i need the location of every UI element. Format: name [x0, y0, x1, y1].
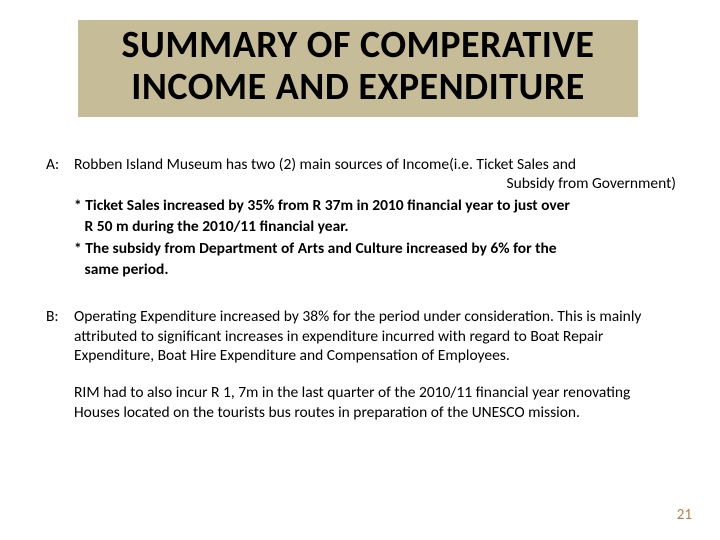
section-b-para-2: RIM had to also incur R 1, 7m in the las…: [74, 383, 676, 422]
bullet-1-line-1: * Ticket Sales increased by 35% from R 3…: [74, 196, 676, 215]
bullet-1-line-2: R 50 m during the 2010/11 financial year…: [74, 217, 676, 236]
section-b-para-1: Operating Expenditure increased by 38% f…: [74, 307, 676, 365]
section-b-label: B:: [46, 307, 74, 440]
section-b: B: Operating Expenditure increased by 38…: [46, 307, 676, 440]
intro-line-2: Subsidy from Government): [74, 174, 676, 193]
page-number: 21: [677, 506, 692, 524]
intro-line-1: Robben Island Museum has two (2) main so…: [74, 155, 576, 174]
section-a-content: Robben Island Museum has two (2) main so…: [74, 155, 676, 281]
slide: SUMMARY OF COMPERATIVE INCOME AND EXPEND…: [0, 0, 720, 540]
section-a-bullets: * Ticket Sales increased by 35% from R 3…: [74, 196, 676, 280]
section-b-content: Operating Expenditure increased by 38% f…: [74, 307, 676, 440]
title-box: SUMMARY OF COMPERATIVE INCOME AND EXPEND…: [78, 20, 638, 117]
title-line-2: INCOME AND EXPENDITURE: [131, 64, 585, 110]
section-a-intro: Robben Island Museum has two (2) main so…: [74, 155, 676, 194]
slide-title: SUMMARY OF COMPERATIVE INCOME AND EXPEND…: [88, 25, 628, 109]
body-text: A: Robben Island Museum has two (2) main…: [46, 155, 676, 466]
section-a-label: A:: [46, 155, 74, 281]
bullet-2-line-1: * The subsidy from Department of Arts an…: [74, 239, 676, 258]
section-a: A: Robben Island Museum has two (2) main…: [46, 155, 676, 281]
title-line-1: SUMMARY OF COMPERATIVE: [122, 22, 595, 68]
bullet-2-line-2: same period.: [74, 260, 676, 279]
